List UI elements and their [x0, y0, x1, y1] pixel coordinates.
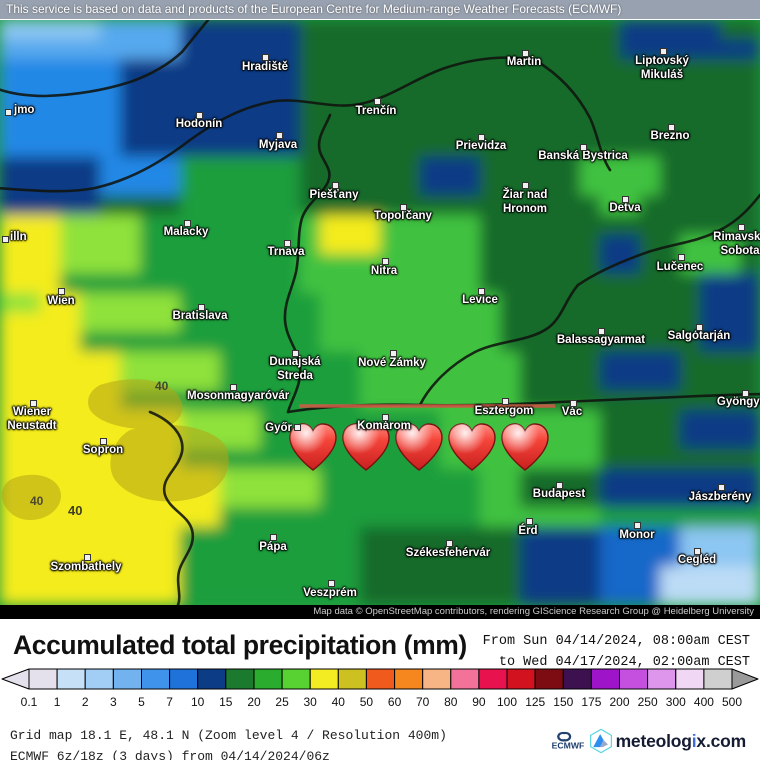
svg-text:ECMWF: ECMWF	[551, 740, 584, 750]
